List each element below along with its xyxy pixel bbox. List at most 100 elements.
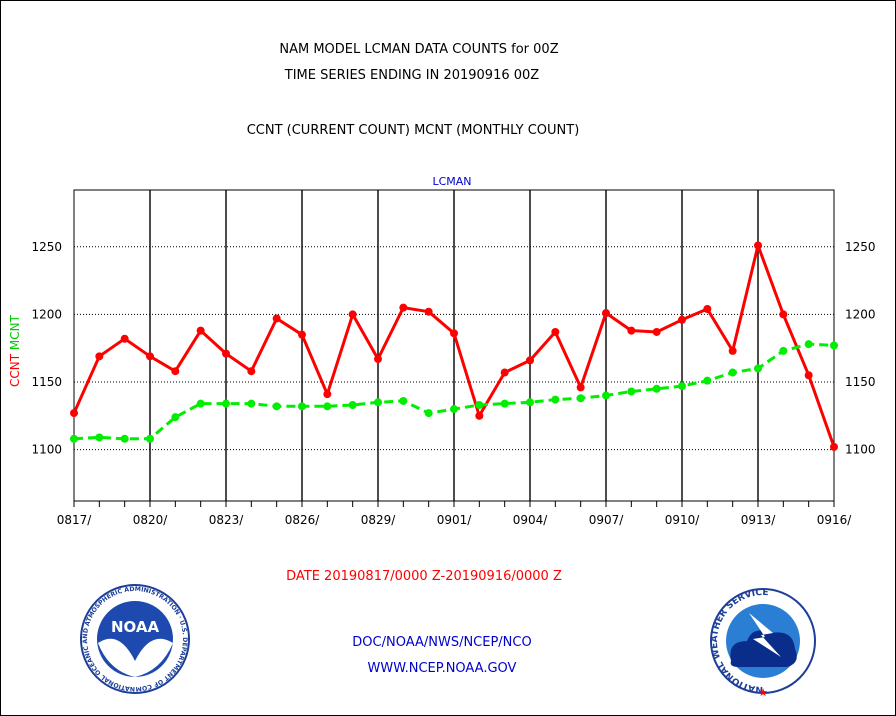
data-point-mcnt [399,396,408,405]
x-tick-label: 0910/ [665,513,701,527]
nws-logo: NATIONAL WEATHER SERVICE ★ [710,588,816,699]
date-range: DATE 20190817/0000 Z-20190916/0000 Z [286,569,562,584]
data-point-ccnt [95,352,104,361]
noaa-bird-shape [98,638,173,677]
y-axis-label: CCNT MCNT [8,314,22,387]
website-link[interactable]: WWW.NCEP.NOAA.GOV [368,661,517,676]
data-point-mcnt [652,384,661,393]
data-point-ccnt [754,241,762,250]
data-point-ccnt [500,368,509,377]
x-tick-label: 0913/ [741,513,777,527]
noaa-logo-text: NOAA [111,618,160,636]
data-point-ccnt [450,329,458,338]
data-point-ccnt [374,355,382,364]
data-point-ccnt [196,326,205,335]
nws-cloud-shape [730,630,797,667]
x-tick-label: 0817/ [57,513,93,527]
data-point-ccnt [830,442,838,451]
data-point-ccnt [146,352,154,361]
series-layer [70,241,838,451]
x-tick-label: 0904/ [513,513,549,527]
y-axis-label-ccnt: CCNT [8,353,22,387]
y-tick-label-right: 1100 [845,443,876,457]
x-tick-label: 0823/ [209,513,245,527]
data-point-ccnt [298,330,306,339]
data-point-ccnt [526,356,534,365]
data-point-ccnt [551,327,560,336]
data-point-ccnt [576,383,585,392]
data-point-mcnt [500,399,509,408]
data-point-ccnt [728,346,737,355]
y-tick-label-left: 1150 [31,375,62,389]
data-point-mcnt [804,340,813,349]
nws-lightning-shape [749,613,781,657]
data-point-mcnt [779,346,788,355]
y-tick-label-right: 1150 [845,375,876,389]
data-point-mcnt [678,382,686,391]
data-point-ccnt [703,304,712,313]
data-point-mcnt [348,400,357,409]
data-point-mcnt [374,398,382,407]
data-point-mcnt [551,395,560,404]
data-point-mcnt [70,434,78,443]
y-tick-label-right: 1250 [845,240,876,254]
data-point-mcnt [475,400,484,409]
y-tick-label-left: 1250 [31,240,62,254]
data-point-mcnt [830,341,838,350]
chart-subtitle: CCNT (CURRENT COUNT) MCNT (MONTHLY COUNT… [247,123,580,138]
chart-title-line-1: NAM MODEL LCMAN DATA COUNTS for 00Z [279,42,558,57]
axis-layer: 0817/0820/0823/0826/0829/0901/0904/0907/… [31,240,875,527]
data-point-mcnt [602,391,610,400]
data-point-mcnt [120,434,129,443]
data-point-mcnt [171,413,180,422]
x-tick-label: 0826/ [285,513,321,527]
data-point-ccnt [779,310,788,319]
data-point-mcnt [703,376,712,385]
agency-line: DOC/NOAA/NWS/NCEP/NCO [352,635,531,650]
data-point-ccnt [222,349,230,358]
chart-title-line-2: TIME SERIES ENDING IN 20190916 00Z [284,68,540,83]
data-point-ccnt [70,409,78,418]
data-point-mcnt [222,399,230,408]
data-point-mcnt [576,394,585,403]
x-tick-label: 0820/ [133,513,169,527]
y-tick-label-left: 1200 [31,307,62,321]
data-point-mcnt [298,402,306,411]
plot-title: LCMAN [432,175,471,188]
data-point-ccnt [348,310,357,319]
data-point-mcnt [247,399,256,408]
data-point-ccnt [602,309,610,318]
data-point-mcnt [146,434,154,443]
data-point-ccnt [678,315,686,324]
y-tick-label-right: 1200 [845,307,876,321]
data-point-ccnt [399,303,408,312]
data-point-mcnt [450,405,458,414]
data-point-mcnt [95,433,104,442]
data-point-mcnt [272,402,281,411]
x-tick-label: 0916/ [817,513,853,527]
data-point-mcnt [424,409,433,418]
data-point-ccnt [652,327,661,336]
x-tick-label: 0829/ [361,513,397,527]
data-point-mcnt [627,387,636,396]
y-tick-label-left: 1100 [31,443,62,457]
data-point-ccnt [424,307,433,316]
data-point-ccnt [247,367,256,376]
nws-star-icon: ★ [758,686,768,699]
x-tick-label: 0901/ [437,513,473,527]
data-point-mcnt [754,364,762,373]
data-point-ccnt [627,326,636,335]
x-tick-label: 0907/ [589,513,625,527]
data-point-ccnt [272,314,281,323]
data-point-ccnt [475,411,484,420]
data-point-ccnt [171,367,180,376]
data-point-mcnt [526,398,534,407]
data-point-mcnt [323,402,332,411]
y-axis-label-mcnt: MCNT [8,314,22,350]
data-point-ccnt [804,371,813,380]
data-point-mcnt [196,399,205,408]
data-point-ccnt [323,390,332,399]
data-point-ccnt [120,334,129,343]
